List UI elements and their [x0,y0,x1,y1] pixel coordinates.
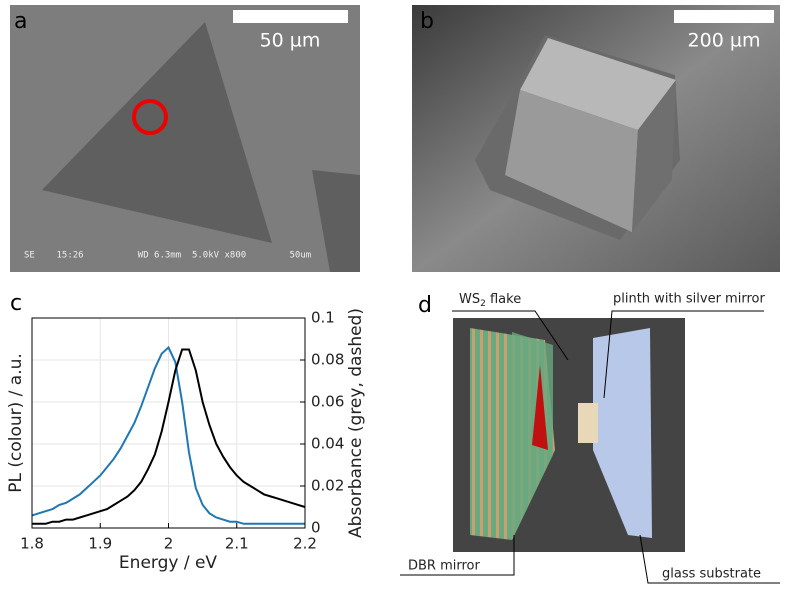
panel-d: WS2 flake plinth with silver mirror DBR … [400,292,780,584]
annotation: plinth with silver mirror [613,292,765,307]
scale-bar [233,10,348,23]
plot-frame [31,317,306,529]
annotation: glass substrate [662,567,761,582]
annotation: WS2 flake [459,292,521,309]
text: flake [486,292,521,307]
text: 2 [480,299,486,309]
panel-label: b [420,9,434,34]
x-axis-label: Energy / eV [119,553,218,573]
flake [312,170,360,272]
panel-label: d [418,293,432,318]
y2-tick-label: 0.04 [311,435,344,453]
leader [603,310,764,399]
panel-c: c Energy / eV PL (colour) / a.u. Absorba… [6,291,366,573]
x-tick-label: 1.9 [88,535,112,553]
crystal-side [505,90,638,232]
x-tick-label: 2 [164,535,174,553]
scale-bar [674,10,774,23]
y2-tick-label: 0.1 [311,309,335,327]
x-tick-label: 2.1 [225,535,249,553]
glass-substrate [593,328,652,538]
dbr-side [512,332,553,540]
leader [452,310,569,361]
leader [639,534,780,584]
y2-axis-label: Absorbance (grey, dashed) [346,308,366,538]
leader [400,535,515,576]
scale-label: 50 µm [260,30,321,52]
x-tick-label: 1.8 [20,535,44,553]
panel-label: c [10,291,22,316]
data-line [31,345,305,525]
y2-tick-label: 0.06 [311,393,344,411]
sem-info: SE 15:26 WD 6.3mm 5.0kV x800 50um [24,251,311,261]
y2-tick-label: 0.08 [311,351,344,369]
scale-label: 200 µm [688,30,761,52]
crystal-side [632,80,676,232]
ws2-flake [532,365,548,450]
y2-tick-label: 0 [311,519,321,537]
plinth [578,403,598,443]
annotation: DBR mirror [408,559,480,574]
panel-label: a [14,9,27,34]
x-tick-label: 2.2 [293,535,317,553]
panel-b: 200 µm b [412,5,780,272]
data-line [32,348,306,525]
panel-a: 50 µm SE 15:26 WD 6.3mm 5.0kV x800 50um … [10,5,360,272]
y-axis-label: PL (colour) / a.u. [6,353,26,493]
crystal-top [520,38,676,130]
text: WS [459,292,480,307]
y2-tick-label: 0.02 [311,477,344,495]
marker-circle [132,99,168,135]
